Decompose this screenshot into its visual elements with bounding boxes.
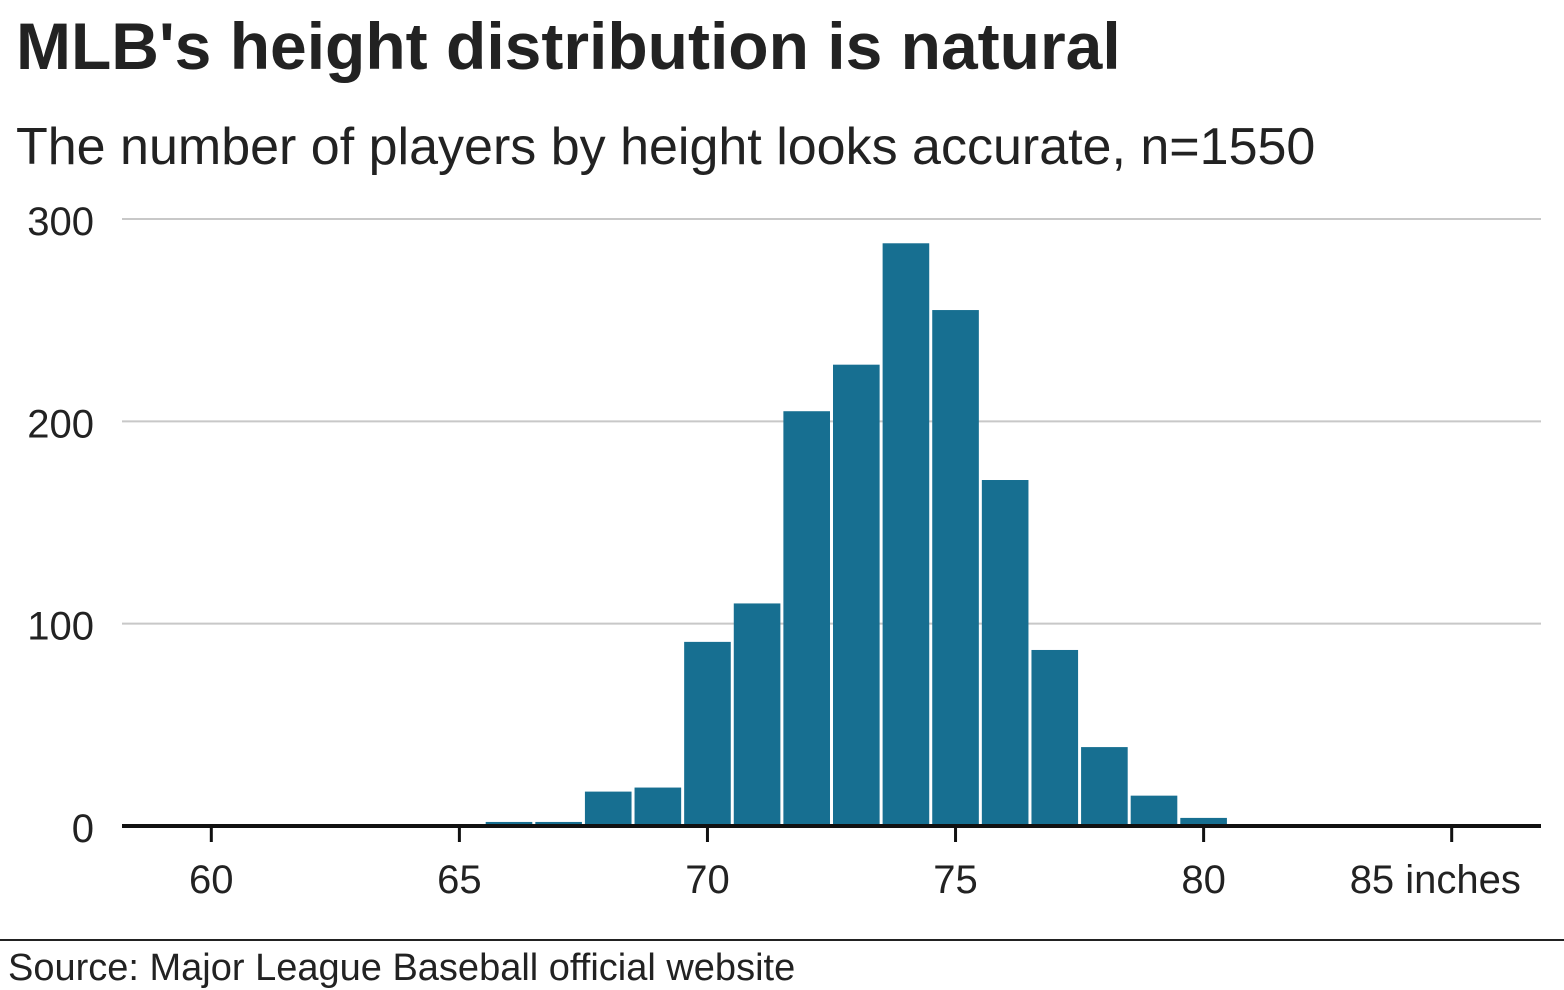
y-tick-label: 0 [72,807,94,851]
bar-73 [833,364,880,826]
y-tick-label: 200 [27,402,94,446]
source-note: Source: Major League Baseball official w… [8,947,796,989]
x-tick-label: 85 inches [1350,858,1521,902]
y-tick-label: 100 [27,605,94,649]
x-tick-label: 60 [189,858,234,902]
x-tick-label: 75 [933,858,978,902]
x-tick-label: 80 [1181,858,1226,902]
chart-subtitle: The number of players by height looks ac… [16,118,1316,176]
gridlines [122,218,1541,625]
y-tick-label: 300 [27,200,94,244]
bar-74 [882,243,930,826]
x-tick-label: 65 [437,858,482,902]
bar-66 [485,821,533,826]
bar-67 [535,821,582,826]
bar-79 [1130,795,1178,826]
bar-72 [783,411,830,826]
bar-68 [584,791,632,826]
bar-78 [1081,747,1128,826]
bar-69 [634,787,682,826]
chart-title: MLB's height distribution is natural [16,9,1121,83]
tick-labels: 0 100 200 300 60 65 70 75 80 85 inches [27,200,1521,902]
bars [485,243,1227,826]
footer-divider [0,939,1564,941]
bar-80 [1180,817,1227,826]
bar-71 [733,603,781,826]
bar-77 [1031,649,1079,826]
bar-75 [932,310,979,826]
axes [122,824,1541,842]
height-histogram: 0 100 200 300 60 65 70 75 80 85 inches [27,200,1541,902]
x-tick-label: 70 [685,858,730,902]
bar-70 [684,641,731,826]
bar-76 [981,480,1029,826]
